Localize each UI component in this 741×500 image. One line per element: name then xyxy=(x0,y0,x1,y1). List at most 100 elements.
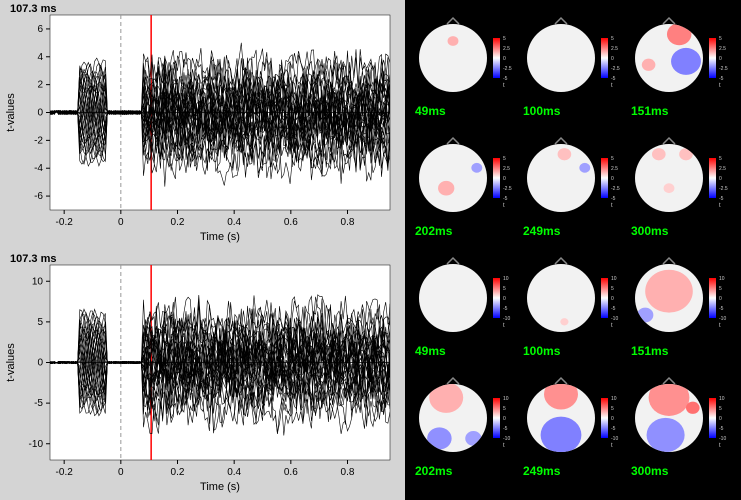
colorbar-tick: 10 xyxy=(503,276,509,282)
topomap-time-label: 202ms xyxy=(415,224,452,238)
colorbar xyxy=(493,38,500,78)
xtick-label: 0.4 xyxy=(227,217,241,228)
topomap-time-label: 100ms xyxy=(523,104,560,118)
colorbar-tick: 2.5 xyxy=(503,46,510,52)
colorbar-tick: 0 xyxy=(503,296,506,302)
colorbar-tick: 5 xyxy=(503,286,506,292)
colorbar-tick: -5 xyxy=(503,426,508,432)
colorbar xyxy=(493,398,500,438)
colorbar-tick: 0 xyxy=(503,416,506,422)
y-axis-label: t-values xyxy=(5,93,17,132)
activation-blob xyxy=(667,23,691,45)
colorbar-tick: 0 xyxy=(719,56,722,62)
colorbar-tick: 0 xyxy=(719,176,722,182)
svg-text:t: t xyxy=(719,443,721,449)
activation-blob xyxy=(652,148,666,160)
topomap-time-label: 151ms xyxy=(631,344,668,358)
colorbar-tick: -5 xyxy=(719,426,724,432)
tvalue-plot[interactable]: -0.200.20.40.60.8-10-50510Time (s)t-valu… xyxy=(0,250,405,500)
ytick-label: 10 xyxy=(32,276,44,287)
nose-icon xyxy=(555,258,567,264)
ytick-label: -4 xyxy=(34,163,43,174)
nose-icon xyxy=(663,18,675,24)
colorbar-tick: -5 xyxy=(719,76,724,82)
ytick-label: 2 xyxy=(37,80,43,91)
topomap-time-label: 49ms xyxy=(415,344,446,358)
xtick-label: 0.6 xyxy=(284,467,298,478)
nose-icon xyxy=(447,18,459,24)
colorbar-tick: 5 xyxy=(719,156,722,162)
root-container: 107.3 ms-0.200.20.40.60.8-6-4-20246Time … xyxy=(0,0,741,500)
colorbar-tick: -2.5 xyxy=(611,186,620,192)
colorbar-tick: 0 xyxy=(503,56,506,62)
topomap-time-label: 151ms xyxy=(631,104,668,118)
colorbar-tick: 5 xyxy=(611,36,614,42)
activation-blob xyxy=(427,427,451,449)
activation-blob xyxy=(429,382,463,413)
activation-blob xyxy=(679,148,693,160)
svg-text:t: t xyxy=(611,323,613,329)
xtick-label: 0.4 xyxy=(227,467,241,478)
xtick-label: 0.6 xyxy=(284,217,298,228)
activation-blob xyxy=(645,270,693,313)
colorbar xyxy=(709,38,716,78)
colorbar-tick: -10 xyxy=(503,316,510,322)
svg-text:t: t xyxy=(611,203,613,209)
svg-text:t: t xyxy=(503,203,505,209)
xtick-label: 0.8 xyxy=(341,217,355,228)
colorbar-tick: 10 xyxy=(719,396,725,402)
nose-icon xyxy=(663,258,675,264)
colorbar-tick: 5 xyxy=(719,286,722,292)
topomap-time-label: 300ms xyxy=(631,224,668,238)
ytick-label: 6 xyxy=(37,24,43,35)
xtick-label: 0 xyxy=(118,467,124,478)
colorbar-tick: 5 xyxy=(503,156,506,162)
nose-icon xyxy=(555,138,567,144)
colorbar-tick: 5 xyxy=(719,36,722,42)
activation-blob xyxy=(465,431,481,446)
colorbar-tick: 2.5 xyxy=(611,166,618,172)
ytick-label: -6 xyxy=(34,191,43,202)
colorbar-tick: -2.5 xyxy=(719,186,728,192)
colorbar-tick: -2.5 xyxy=(503,66,512,72)
colorbar-tick: 5 xyxy=(611,406,614,412)
colorbar-tick: 2.5 xyxy=(719,166,726,172)
x-axis-label: Time (s) xyxy=(200,231,240,243)
topomap-panel: -5 -2.5 0 2.5 5 t 49ms -5 -2.5 0 2.5 5 t 100ms -5 -2.5 0… xyxy=(405,0,741,500)
activation-blob xyxy=(558,148,572,160)
colorbar-tick: 2.5 xyxy=(503,166,510,172)
topomap-time-label: 249ms xyxy=(523,224,560,238)
activation-blob xyxy=(438,181,454,196)
activation-blob xyxy=(642,59,656,71)
tvalue-plot[interactable]: -0.200.20.40.60.8-6-4-20246Time (s)t-val… xyxy=(0,0,405,250)
colorbar-tick: -5 xyxy=(611,426,616,432)
ytick-label: -10 xyxy=(29,439,44,450)
nose-icon xyxy=(663,378,675,384)
colorbar xyxy=(601,158,608,198)
ytick-label: -5 xyxy=(34,398,43,409)
nose-icon xyxy=(447,378,459,384)
colorbar-tick: 0 xyxy=(719,296,722,302)
activation-blob xyxy=(544,379,578,410)
colorbar-tick: 2.5 xyxy=(719,46,726,52)
colorbar-tick: -2.5 xyxy=(719,66,728,72)
nose-icon xyxy=(447,138,459,144)
xtick-label: 0.2 xyxy=(171,217,185,228)
colorbar-tick: 10 xyxy=(611,276,617,282)
ytick-label: -2 xyxy=(34,135,43,146)
colorbar-tick: 10 xyxy=(611,396,617,402)
colorbar-tick: 5 xyxy=(719,406,722,412)
ytick-label: 0 xyxy=(37,108,43,119)
colorbar-tick: 10 xyxy=(503,396,509,402)
svg-text:t: t xyxy=(611,443,613,449)
activation-blob xyxy=(649,379,690,416)
activation-blob xyxy=(579,163,590,173)
svg-text:t: t xyxy=(719,323,721,329)
colorbar-tick: -5 xyxy=(719,306,724,312)
xtick-label: 0 xyxy=(118,217,124,228)
colorbar-tick: -5 xyxy=(719,196,724,202)
colorbar-tick: -2.5 xyxy=(611,66,620,72)
activation-blob xyxy=(448,36,459,46)
colorbar-tick: 0 xyxy=(611,176,614,182)
colorbar-tick: -10 xyxy=(611,316,618,322)
